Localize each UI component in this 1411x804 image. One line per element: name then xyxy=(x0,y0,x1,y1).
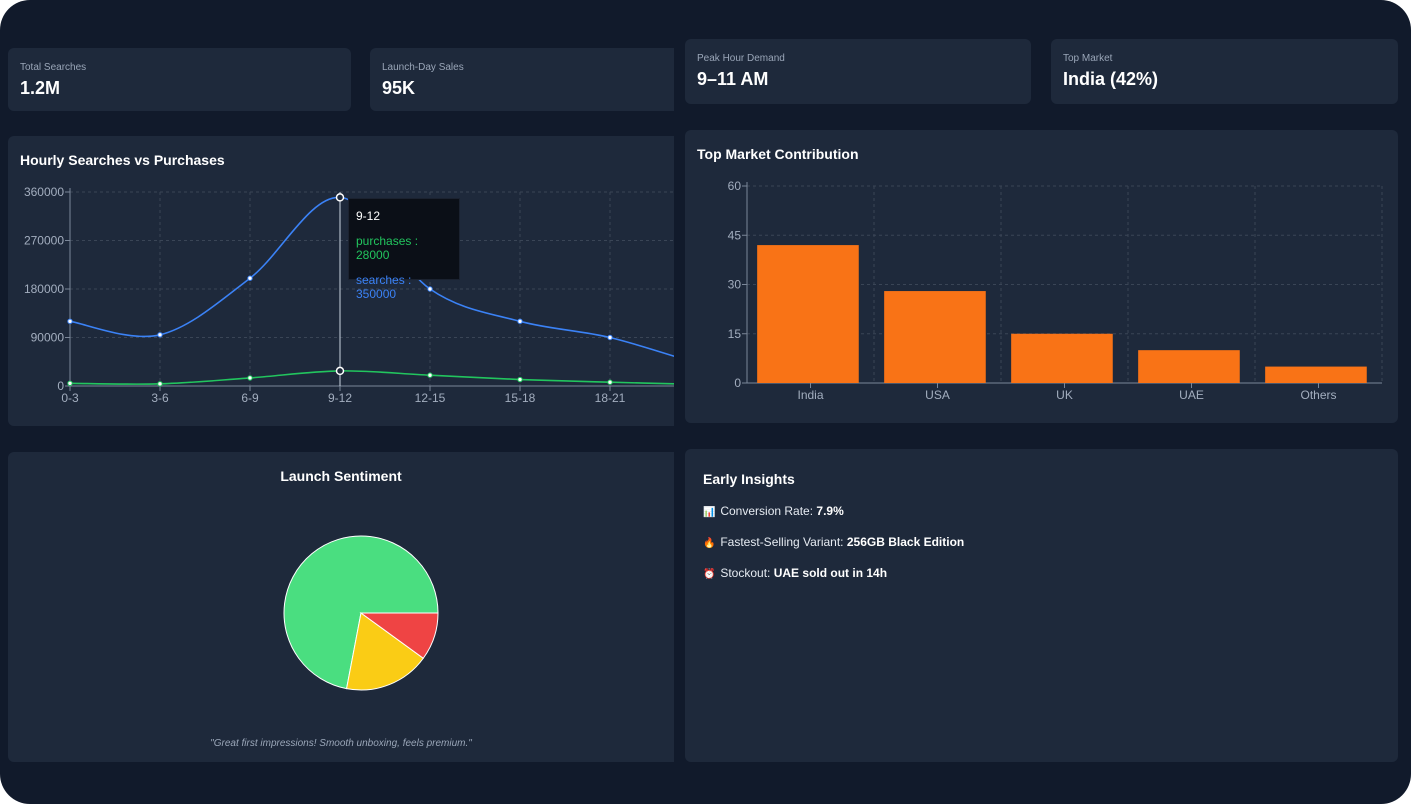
kpi-value: 95K xyxy=(382,78,416,98)
y-tick-label: 180000 xyxy=(24,282,64,296)
bar-others xyxy=(1265,366,1367,383)
bar-chart-title: Top Market Contribution xyxy=(697,146,859,162)
bar-india xyxy=(757,245,859,383)
x-tick-label: 3-6 xyxy=(151,391,169,405)
pie-chart-panel: Launch Sentiment "Great first impression… xyxy=(8,452,674,762)
insight-label: Fastest-Selling Variant: xyxy=(720,535,844,549)
kpi-label: Top Market xyxy=(1063,53,1113,64)
x-tick-label: 6-9 xyxy=(241,391,259,405)
tooltip-searches: searches : 350000 xyxy=(356,273,412,301)
kpi-card-total-searches: Total Searches 1.2M xyxy=(8,48,351,111)
tooltip-purchases: purchases : 28000 xyxy=(356,234,419,262)
y-tick-label: 270000 xyxy=(24,234,64,248)
purchases-point xyxy=(157,381,163,387)
insights-panel: Early Insights 📊 Conversion Rate: 7.9% 🔥… xyxy=(685,449,1398,762)
y-tick-label: 90000 xyxy=(31,331,65,345)
insight-stockout: ⏰ Stockout: UAE sold out in 14h xyxy=(703,566,887,580)
bar-uae xyxy=(1138,350,1240,383)
pie-slice-negative xyxy=(359,612,439,659)
insight-value: UAE sold out in 14h xyxy=(773,566,888,580)
y-tick-label: 15 xyxy=(728,327,742,341)
alarm-clock-icon: ⏰ xyxy=(703,569,716,580)
line-chart-panel: Hourly Searches vs Purchases 0 90000 18000… xyxy=(8,136,674,426)
fire-icon: 🔥 xyxy=(703,538,716,549)
insight-value: 256GB Black Edition xyxy=(846,535,965,549)
x-tick-label: 9-12 xyxy=(328,391,352,405)
pie-chart-title: Launch Sentiment xyxy=(280,468,402,484)
x-tick-label: UK xyxy=(1056,388,1073,402)
y-tick-label: 30 xyxy=(728,278,742,292)
y-tick-label: 0 xyxy=(57,379,64,393)
line-chart-title: Hourly Searches vs Purchases xyxy=(20,152,225,168)
purchases-point xyxy=(607,379,613,385)
bar-chart-icon: 📊 xyxy=(703,507,716,518)
y-tick-label: 0 xyxy=(734,376,741,390)
purchases-line xyxy=(69,370,674,385)
x-tick-label: USA xyxy=(925,388,950,402)
kpi-value: India (42%) xyxy=(1063,69,1159,89)
insight-label: Conversion Rate: xyxy=(720,504,814,518)
y-tick-label: 60 xyxy=(728,179,742,193)
purchases-point xyxy=(247,375,253,381)
bar-uk xyxy=(1011,333,1113,383)
purchases-point xyxy=(335,366,345,376)
x-tick-label: UAE xyxy=(1179,388,1204,402)
bar-usa xyxy=(884,291,986,383)
searches-point xyxy=(247,275,253,281)
x-tick-label: 15-18 xyxy=(505,391,536,405)
kpi-card-peak-hour-demand: Peak Hour Demand 9–11 AM xyxy=(685,39,1031,104)
kpi-label: Peak Hour Demand xyxy=(697,53,785,64)
y-tick-label: 45 xyxy=(728,228,742,242)
insight-label: Stockout: xyxy=(720,566,771,580)
insight-conversion-rate: 📊 Conversion Rate: 7.9% xyxy=(703,504,844,518)
bar-chart[interactable]: 0 15 30 45 60 India USA UK UAE Others xyxy=(685,130,1398,423)
pie-slice-positive xyxy=(283,535,439,690)
x-tick-label: 12-15 xyxy=(415,391,446,405)
tooltip-title: 9-12 xyxy=(356,209,381,223)
kpi-label: Total Searches xyxy=(20,62,87,73)
x-tick-label: India xyxy=(797,388,823,402)
chart-tooltip: 9-12 purchases : 28000 searches : 350000 xyxy=(348,198,460,301)
insights-title: Early Insights xyxy=(703,471,795,487)
purchases-point xyxy=(427,372,433,378)
insight-fastest-variant: 🔥 Fastest-Selling Variant: 256GB Black E… xyxy=(703,535,964,549)
bar-chart-panel: Top Market Contribution 0 15 30 45 60 India US… xyxy=(685,130,1398,423)
pie-chart[interactable] xyxy=(8,452,674,762)
kpi-card-top-market: Top Market India (42%) xyxy=(1051,39,1398,104)
searches-point xyxy=(157,332,163,338)
x-tick-label: Others xyxy=(1300,388,1336,402)
kpi-card-launch-day-sales: Launch-Day Sales 95K xyxy=(370,48,674,111)
kpi-label: Launch-Day Sales xyxy=(382,62,464,73)
searches-point xyxy=(335,193,345,202)
x-tick-label: 0-3 xyxy=(61,391,79,405)
searches-point xyxy=(427,286,433,292)
purchases-point xyxy=(67,380,73,387)
pie-slice-neutral xyxy=(345,612,424,691)
x-tick-label: 18-21 xyxy=(595,391,626,405)
searches-point xyxy=(517,318,523,325)
searches-point xyxy=(607,334,613,341)
y-tick-label: 360000 xyxy=(24,185,64,199)
insight-value: 7.9% xyxy=(816,504,844,518)
line-chart[interactable]: 0 90000 180000 270000 360000 0-3 3-6 6-9 9-12 12-… xyxy=(8,136,674,426)
kpi-value: 1.2M xyxy=(20,78,61,98)
kpi-value: 9–11 AM xyxy=(697,69,769,89)
searches-point xyxy=(67,318,73,325)
sentiment-quote: "Great first impressions! Smooth unboxin… xyxy=(210,738,472,749)
purchases-point xyxy=(517,376,523,383)
